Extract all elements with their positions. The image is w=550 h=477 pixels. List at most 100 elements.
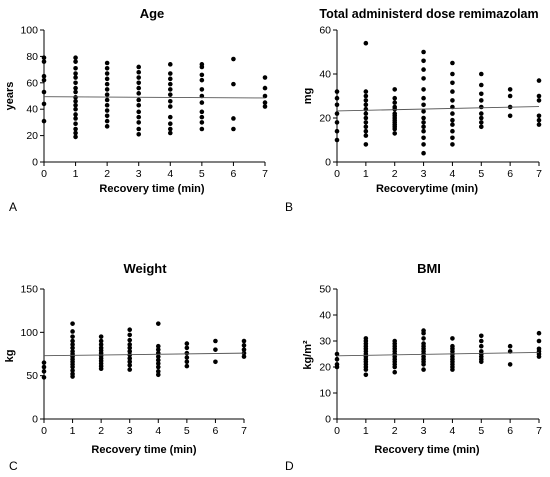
data-point (262, 85, 268, 91)
data-point (136, 114, 142, 120)
data-point (73, 116, 78, 121)
y-tick-label: 50 (319, 284, 331, 296)
data-point (167, 87, 173, 92)
data-point (421, 128, 426, 134)
data-point (478, 120, 484, 125)
y-axis-label: kg (4, 350, 16, 363)
data-point (421, 120, 426, 125)
data-point (136, 64, 142, 70)
data-point (478, 333, 484, 339)
data-point (155, 354, 161, 359)
data-point (392, 369, 398, 375)
data-point (478, 115, 484, 121)
chart-title: Weight (123, 261, 167, 276)
trend-line (43, 96, 266, 99)
x-tick-label: 5 (199, 168, 205, 180)
data-point (127, 367, 133, 372)
y-tick-label: 10 (319, 388, 331, 400)
data-point (363, 111, 369, 116)
data-point (421, 76, 426, 81)
data-point (155, 357, 161, 363)
data-point (41, 89, 47, 95)
data-point (450, 128, 455, 134)
data-point (127, 349, 133, 354)
x-tick-label: 6 (507, 425, 513, 437)
data-point (98, 342, 104, 347)
data-point (536, 113, 542, 119)
y-tick-label: 20 (26, 130, 38, 142)
data-point (334, 120, 340, 125)
data-point (536, 98, 542, 103)
data-point (392, 364, 398, 370)
data-point (127, 345, 133, 351)
data-point (421, 142, 426, 147)
y-tick-label: 60 (319, 25, 331, 37)
x-tick-label: 5 (184, 425, 190, 437)
data-point (478, 104, 484, 110)
y-axis-label: mg (302, 88, 314, 105)
data-point (70, 342, 75, 347)
data-point (421, 95, 426, 101)
data-point (334, 95, 340, 101)
data-point (536, 78, 542, 83)
y-tick-label: 80 (26, 51, 38, 63)
data-point (241, 347, 247, 352)
data-point (136, 97, 142, 103)
data-point (262, 93, 268, 99)
chart-title: Total administerd dose remimazolam (319, 7, 538, 21)
data-point (70, 321, 75, 326)
data-point (363, 93, 369, 99)
data-point (70, 338, 75, 344)
y-axis-label: kg/m² (302, 340, 314, 370)
data-point (536, 330, 542, 336)
data-point (73, 80, 78, 86)
data-point (184, 341, 190, 346)
x-tick-label: 4 (450, 168, 456, 180)
x-tick-label: 3 (136, 168, 142, 180)
data-point (421, 367, 426, 372)
y-tick-label: 100 (20, 25, 38, 37)
data-point (334, 356, 340, 362)
data-point (421, 336, 426, 341)
data-point (450, 71, 455, 77)
data-point (73, 65, 78, 71)
data-point (241, 343, 247, 348)
data-point (136, 69, 142, 75)
data-point (363, 115, 369, 121)
data-point (73, 98, 78, 104)
data-point (167, 98, 173, 104)
data-point (421, 124, 426, 130)
data-point (421, 67, 426, 72)
data-point (478, 71, 484, 77)
data-point (213, 347, 218, 352)
data-point (450, 80, 455, 86)
data-point (41, 55, 47, 61)
data-point (70, 334, 75, 339)
data-point (421, 49, 426, 55)
chart-title: Age (140, 6, 165, 21)
data-point (70, 345, 75, 351)
data-point (536, 354, 542, 359)
data-point (334, 111, 340, 116)
y-tick-label: 50 (26, 370, 38, 382)
data-point (199, 114, 205, 120)
data-point (167, 104, 173, 109)
data-point (73, 130, 78, 136)
data-point (136, 131, 142, 137)
data-point (104, 60, 110, 66)
data-point (127, 342, 133, 347)
data-point (392, 126, 398, 132)
data-point (167, 71, 173, 76)
data-point (127, 362, 133, 368)
data-point (41, 364, 47, 370)
x-tick-label: 0 (334, 425, 340, 437)
data-point (450, 111, 455, 116)
data-point (363, 89, 369, 94)
x-tick-label: 7 (241, 425, 247, 437)
data-point (363, 124, 369, 130)
data-point (155, 361, 161, 366)
data-point (392, 87, 398, 92)
data-point (363, 40, 369, 46)
data-point (41, 73, 47, 79)
data-point (231, 81, 236, 87)
